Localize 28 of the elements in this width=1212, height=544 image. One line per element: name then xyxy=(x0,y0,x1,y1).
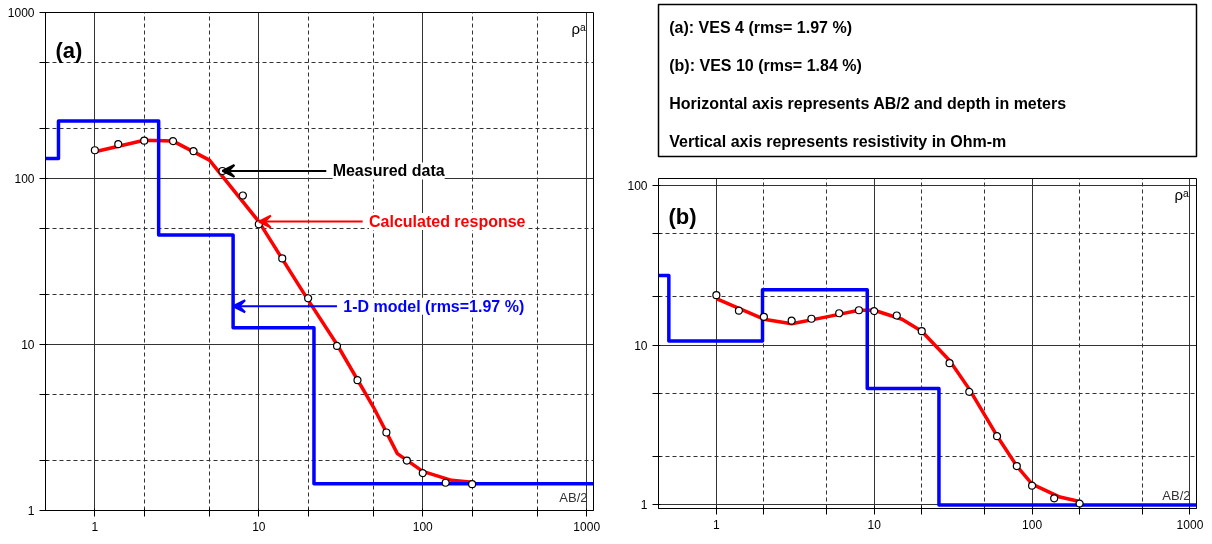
y-tick-label: 1 xyxy=(640,498,648,513)
annotation: 1-D model (rms=1.97 %) xyxy=(343,297,525,315)
text: (b) xyxy=(668,203,697,229)
y-tick-label: 100 xyxy=(627,178,648,193)
x-tick-label: 1 xyxy=(91,519,99,534)
text: (b): VES 10 (rms= 1.84 %) xyxy=(669,56,862,74)
text: Horizontal axis represents AB/2 and depth in meters xyxy=(669,94,1067,112)
x-tick-label: 1000 xyxy=(1176,517,1204,532)
x-axis-title: AB/2 xyxy=(559,489,588,505)
y-tick-label: 100 xyxy=(14,172,35,186)
x-axis-title: AB/2 xyxy=(1162,487,1191,503)
annotation: Measured data xyxy=(332,162,445,180)
y-tick-label: 10 xyxy=(634,338,648,353)
y-axis-title: ρᵃ xyxy=(571,19,586,37)
x-tick-label: 100 xyxy=(1022,517,1043,532)
y-tick-label: 10 xyxy=(21,338,35,352)
text: (a): VES 4 (rms= 1.97 %) xyxy=(669,18,853,36)
text: (a) xyxy=(55,37,83,63)
y-tick-label: 1 xyxy=(27,504,35,518)
text: Vertical axis represents resistivity in Ohm-m xyxy=(669,132,1007,150)
x-tick-label: 10 xyxy=(252,519,266,534)
x-tick-label: 1000 xyxy=(573,519,601,534)
x-tick-label: 100 xyxy=(412,519,434,534)
x-tick-label: 10 xyxy=(867,517,882,532)
y-axis-title: ρᵃ xyxy=(1174,185,1189,203)
y-tick-label: 1000 xyxy=(7,6,35,20)
x-tick-label: 1 xyxy=(713,517,721,532)
annotation: Calculated response xyxy=(369,213,526,231)
